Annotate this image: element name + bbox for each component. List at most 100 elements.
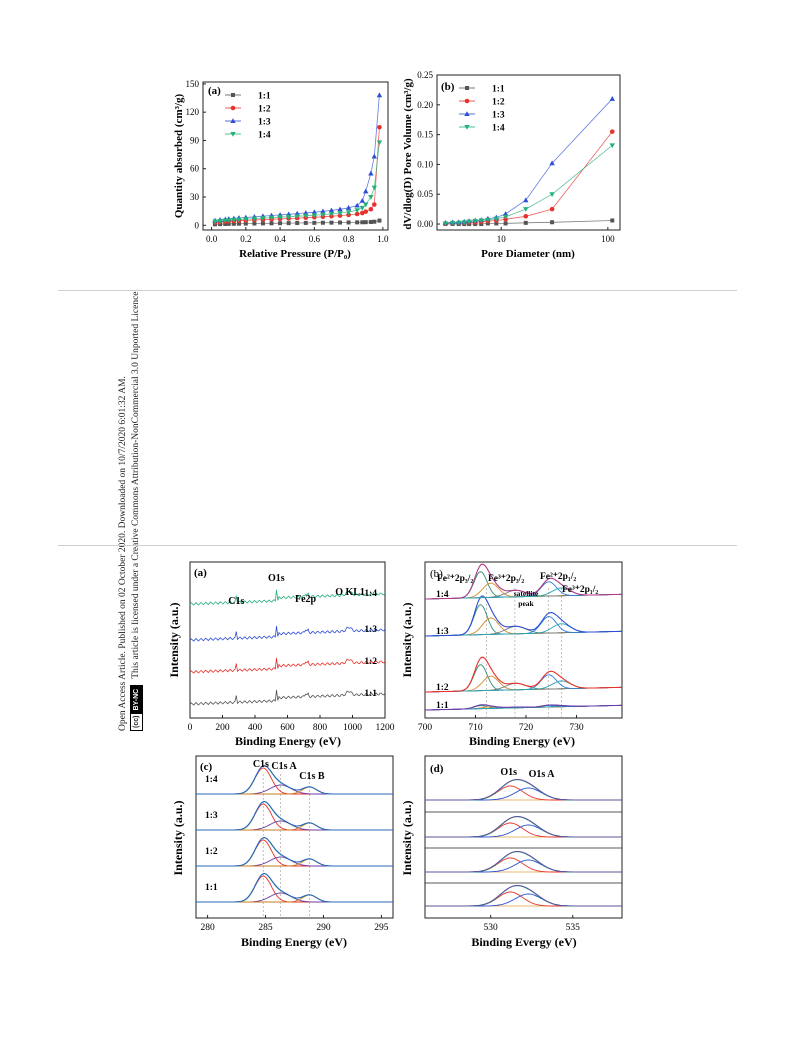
legend-marker [230,105,236,111]
x-tick-label: 1000 [343,723,362,733]
spectrum-1-3 [189,625,386,642]
data-point [466,219,472,225]
panel-label: (d) [430,763,444,775]
y-axis-label: Intensity (a.u.) [167,602,181,677]
data-point [311,209,318,215]
x-axis-label: Binding Evergy (eV) [471,935,576,949]
component-o1s [425,857,622,873]
data-point [368,206,374,212]
data-point [363,188,369,194]
data-point [295,221,300,226]
data-point [252,221,257,226]
data-point [377,218,382,223]
plot-frame [195,755,394,919]
series-label: 1:4 [364,589,377,599]
spectrum-1-1 [189,689,386,706]
y-tick-label: 120 [186,107,200,117]
data-point [329,220,334,225]
series-label: 1:4 [205,775,218,785]
y-axis-label: Intensity (a.u.) [400,602,414,677]
data-point [372,219,377,224]
y-tick-label: 60 [190,164,200,174]
y-axis-label: Quantity absorbed (cm³/g) [173,94,185,219]
component-o1s-a [425,859,622,873]
data-point [303,210,309,215]
data-point [345,210,352,215]
component-o1s [425,822,622,838]
data-point [223,221,228,226]
data-point [285,214,292,220]
data-point [338,220,343,225]
x-tick-label: 730 [569,723,584,733]
legend-label: 1:2 [258,105,271,115]
peak-label: C1s [253,759,269,770]
data-point [503,221,508,226]
component-o1s-a [425,787,622,801]
spectrum [425,851,622,873]
y-tick-label: 0.00 [417,219,433,229]
data-point [311,213,318,218]
peak-label: O1s A [529,769,556,780]
data-point [371,202,377,207]
spectrum-1-2 [189,657,386,674]
x-axis-label: Relative Pressure (P/P₀) [239,248,351,260]
series-label: 1:2 [436,683,449,693]
x-axis-label: Binding Energy (eV) [469,734,575,748]
data-point [236,217,242,223]
x-tick-label: 280 [200,923,215,933]
legend-label: 1:2 [492,98,505,108]
spectrum [425,779,622,801]
x-tick-label: 1.0 [377,234,389,244]
panel-label: (b) [430,568,443,580]
legend-marker [230,118,236,123]
peak-label: O KL1 [335,587,365,598]
x-tick-label: 700 [418,723,433,733]
data-point [478,218,484,224]
y-axis-label: Intensity (a.u.) [400,800,414,875]
data-point [550,220,555,225]
data-point [303,213,309,219]
plot-frame [202,81,389,231]
component-o1s [425,891,622,907]
legend-label: 1:3 [258,118,271,128]
data-point [442,221,449,227]
data-point [312,220,317,225]
series-label: 1:2 [205,847,218,857]
spectrum [425,816,622,838]
component-o1s-a [425,893,622,907]
plot-frame [436,74,621,231]
data-point [502,214,509,220]
x-tick-label: 10 [497,234,507,244]
data-point [269,221,274,226]
data-point [609,96,615,101]
legend-label: 1:1 [258,92,271,102]
panel-label: (a) [194,567,207,579]
data-point [346,220,351,225]
x-tick-label: 530 [484,923,499,933]
spectrum-1-3 [196,801,393,831]
peak-label: peak [518,599,534,608]
legend-marker [465,86,469,90]
data-point [371,153,377,159]
data-point [231,217,237,223]
x-tick-label: 295 [374,923,389,933]
spectrum-1-4 [196,765,393,795]
data-point [354,211,360,217]
panel-label: (b) [441,81,455,93]
series-label: 1:2 [364,657,377,667]
data-point [376,140,383,146]
legend-marker [464,111,470,116]
data-point [243,221,248,226]
data-point [345,205,352,210]
data-point [355,220,360,225]
data-point [523,207,529,212]
data-point [328,211,335,217]
x-axis-label: Binding Energy (eV) [235,734,341,748]
data-point [368,219,373,224]
data-point [485,221,490,226]
envelope [425,885,622,907]
peak-label: C1s A [271,761,297,772]
peak-label: C1s B [299,771,325,782]
peak-label: Fe2p [295,594,317,605]
legend-label: 1:4 [492,124,505,134]
